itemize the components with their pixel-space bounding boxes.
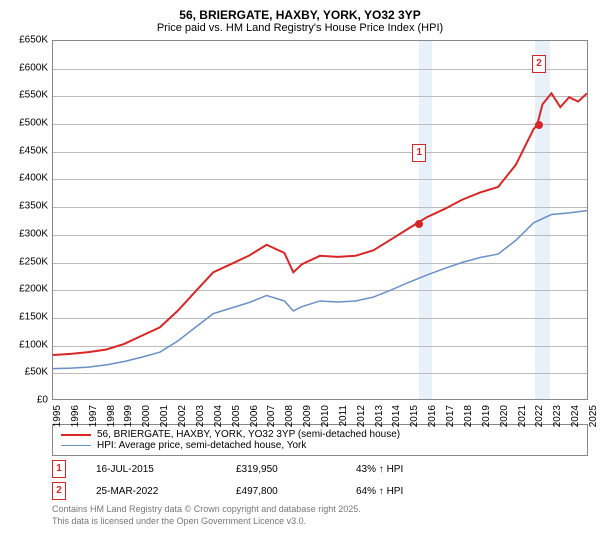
legend-item: HPI: Average price, semi-detached house,… [61,440,579,451]
x-axis-label: 2004 [213,405,224,427]
x-axis-label: 2009 [302,405,313,427]
x-axis-label: 2005 [231,405,242,427]
legend-label: 56, BRIERGATE, HAXBY, YORK, YO32 3YP (se… [97,429,400,440]
x-axis-label: 2013 [374,405,385,427]
footer-line1: Contains HM Land Registry data © Crown c… [52,504,588,516]
sale-point [535,121,543,129]
x-axis-label: 2020 [499,405,510,427]
y-axis-label: £600K [8,62,48,73]
x-axis-label: 1998 [106,405,117,427]
sale-marker-ref: 2 [52,482,66,500]
x-axis-label: 2018 [463,405,474,427]
footer-attribution: Contains HM Land Registry data © Crown c… [52,504,588,527]
x-axis-label: 2017 [445,405,456,427]
x-axis-label: 2000 [141,405,152,427]
y-axis-label: £100K [8,339,48,350]
x-axis-label: 2024 [570,405,581,427]
x-axis-label: 2022 [534,405,545,427]
y-axis-label: £550K [8,90,48,101]
footer-line2: This data is licensed under the Open Gov… [52,516,588,528]
x-axis-label: 2014 [391,405,402,427]
series-line [53,211,587,369]
y-axis-label: £50K [8,367,48,378]
sales-table: 1 16-JUL-2015 £319,950 43% ↑ HPI 2 25-MAR-202… [52,460,588,500]
legend: 56, BRIERGATE, HAXBY, YORK, YO32 3YP (se… [52,424,588,456]
x-axis-label: 2002 [177,405,188,427]
sale-date: 25-MAR-2022 [96,486,206,497]
y-axis-label: £300K [8,228,48,239]
sale-date: 16-JUL-2015 [96,464,206,475]
x-axis-label: 2007 [266,405,277,427]
y-axis-label: £350K [8,201,48,212]
x-axis-label: 2015 [409,405,420,427]
x-axis-label: 2019 [481,405,492,427]
x-axis-label: 2006 [249,405,260,427]
y-axis-label: £200K [8,284,48,295]
legend-label: HPI: Average price, semi-detached house,… [97,440,306,451]
x-axis-label: 2012 [356,405,367,427]
sale-row: 2 25-MAR-2022 £497,800 64% ↑ HPI [52,482,588,500]
x-axis-label: 1999 [123,405,134,427]
legend-swatch [61,445,91,447]
y-axis-label: £650K [8,35,48,46]
x-axis-label: 2001 [159,405,170,427]
chart-svg [53,41,587,399]
x-axis-label: 2016 [427,405,438,427]
chart-title: 56, BRIERGATE, HAXBY, YORK, YO32 3YP [12,8,588,22]
marker-box: 1 [412,144,426,162]
x-axis-label: 2010 [320,405,331,427]
x-axis-label: 2023 [552,405,563,427]
legend-item: 56, BRIERGATE, HAXBY, YORK, YO32 3YP (se… [61,429,579,440]
sale-price: £497,800 [236,486,326,497]
legend-swatch [61,434,91,436]
y-axis-label: £0 [8,395,48,406]
sale-row: 1 16-JUL-2015 £319,950 43% ↑ HPI [52,460,588,478]
sale-marker-ref: 1 [52,460,66,478]
sale-point [415,220,423,228]
marker-box: 2 [532,55,546,73]
x-axis-label: 1997 [88,405,99,427]
y-axis-label: £150K [8,311,48,322]
plot-region: 12 [52,40,588,400]
x-axis-label: 2011 [338,405,349,427]
x-axis-label: 2021 [517,405,528,427]
sale-delta: 43% ↑ HPI [356,464,403,475]
y-axis-label: £250K [8,256,48,267]
series-line [53,93,587,355]
chart-subtitle: Price paid vs. HM Land Registry's House … [12,22,588,34]
sale-delta: 64% ↑ HPI [356,486,403,497]
x-axis-label: 1995 [52,405,63,427]
chart-area: £0£50K£100K£150K£200K£250K£300K£350K£400… [12,40,588,420]
sale-price: £319,950 [236,464,326,475]
x-axis-label: 2003 [195,405,206,427]
y-axis-label: £500K [8,118,48,129]
y-axis-label: £400K [8,173,48,184]
x-axis-label: 1996 [70,405,81,427]
x-axis-label: 2025 [588,405,599,427]
x-axis-label: 2008 [284,405,295,427]
y-axis-label: £450K [8,145,48,156]
